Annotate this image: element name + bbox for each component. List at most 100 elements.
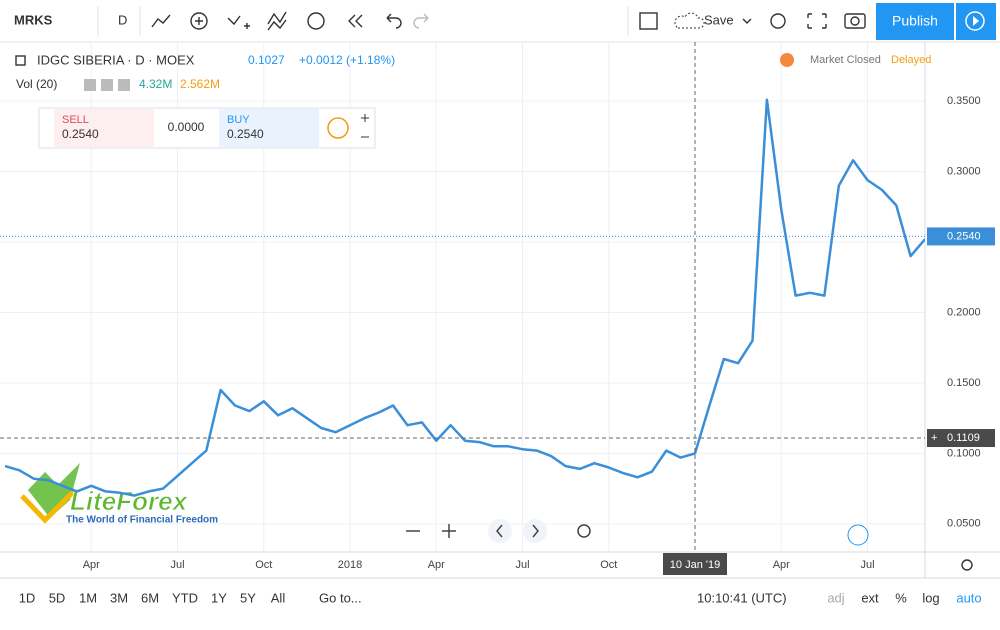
range-button[interactable]: 3M — [110, 590, 128, 605]
undo-icon[interactable] — [386, 13, 402, 29]
brand: LiteForex — [70, 486, 189, 516]
x-tick-label: Jul — [170, 559, 184, 571]
chart-style-icon[interactable] — [151, 14, 171, 28]
watermark: LiteForex The World of Financial Freedom — [20, 463, 218, 526]
publish-button[interactable] — [876, 3, 954, 40]
fullscreen-layout-icon[interactable] — [639, 12, 658, 30]
quantity-buttons[interactable] — [361, 114, 369, 138]
change: +0.0012 (+1.18%) — [299, 53, 395, 67]
x-tick-label: Apr — [428, 559, 445, 571]
arrow — [496, 524, 503, 538]
interval[interactable]: D — [118, 12, 127, 27]
y-tick-label: 0.2000 — [947, 306, 981, 318]
templates-icon[interactable] — [267, 11, 287, 31]
axes: 0.05000.10000.15000.20000.25000.30000.35… — [83, 95, 981, 571]
save-button[interactable]: Save — [704, 12, 734, 27]
sell-button[interactable] — [54, 109, 154, 147]
range-button[interactable]: 1Y — [211, 590, 227, 605]
save-menu[interactable] — [742, 18, 752, 24]
tagline: The World of Financial Freedom — [66, 515, 218, 526]
publish-label: Publish — [892, 13, 938, 29]
grid — [0, 42, 925, 552]
scroll-left[interactable] — [488, 519, 512, 543]
symbol-title[interactable]: IDGC SIBERIA · D · MOEX — [37, 52, 195, 67]
y-tick-label: 0.3500 — [947, 95, 981, 107]
scale-option[interactable]: ext — [861, 590, 879, 605]
range-button[interactable]: 6M — [141, 590, 159, 605]
alert-icon[interactable] — [307, 12, 325, 30]
snapshot-lens — [850, 16, 860, 26]
x-tick-label: Oct — [600, 559, 617, 571]
crosshair-date-label: 10 Jan '19 — [670, 559, 720, 571]
fullscreen-icon[interactable] — [807, 13, 827, 29]
indicators-plus — [195, 17, 203, 25]
volume-title[interactable]: Vol (20) — [16, 77, 57, 91]
range-button[interactable]: 5Y — [240, 590, 256, 605]
volume-average: 2.562M — [180, 77, 220, 91]
crosshair-price-box — [927, 429, 995, 448]
buy-button[interactable] — [219, 109, 319, 147]
range-button[interactable]: YTD — [172, 590, 198, 605]
crosshair-date-box — [663, 553, 727, 575]
sell-price: 0.2540 — [62, 127, 99, 141]
legend-button[interactable] — [101, 79, 113, 91]
scale-option[interactable]: log — [922, 590, 939, 605]
indicators-icon[interactable] — [190, 12, 208, 30]
last-price-box — [927, 227, 995, 246]
scroll-right[interactable] — [523, 519, 547, 543]
legend-button[interactable] — [84, 79, 96, 91]
redo-icon[interactable] — [413, 13, 429, 29]
toolbar — [0, 0, 1000, 42]
x-tick-label: Apr — [83, 559, 100, 571]
buy-label: BUY — [227, 114, 250, 126]
crosshair-plus: + — [931, 432, 937, 444]
settings-icon[interactable] — [770, 13, 786, 29]
info-icon[interactable] — [327, 117, 349, 139]
compare-icon[interactable] — [227, 15, 250, 29]
scale-option[interactable]: % — [895, 590, 907, 605]
clock: 10:10:41 (UTC) — [697, 590, 787, 605]
x-tick-label: Jul — [860, 559, 874, 571]
stream-play — [973, 16, 979, 26]
crosshair-price-label: 0.1109 — [947, 432, 980, 444]
y-tick-label: 0.0500 — [947, 518, 981, 530]
symbol[interactable]: MRKS — [14, 12, 53, 27]
scale-option[interactable]: adj — [827, 590, 844, 605]
buy-price: 0.2540 — [227, 127, 264, 141]
x-tick-label: 2018 — [338, 559, 362, 571]
price: 0.1027 — [248, 53, 285, 67]
bottom-bar: 1D 5D 1M 3M 6M YTD 1Y 5Y All adj ext% log auto — [19, 590, 982, 605]
cloud-icon[interactable] — [674, 12, 705, 29]
logo-mark — [28, 463, 80, 518]
status-icon — [780, 53, 794, 67]
dividends-marker[interactable] — [847, 524, 869, 546]
scale-option[interactable]: auto — [956, 590, 981, 605]
sell-label: SELL — [62, 114, 89, 126]
last-price-label: 0.2540 — [947, 230, 981, 242]
legend-button[interactable] — [118, 79, 130, 91]
volume-value: 4.32M — [139, 77, 172, 91]
delayed: Delayed — [891, 54, 931, 66]
y-tick-label: 0.1500 — [947, 377, 981, 389]
logo-mark — [20, 488, 77, 524]
collapse-icon[interactable] — [15, 55, 26, 66]
range-button[interactable]: 5D — [49, 590, 66, 605]
y-tick-label: 0.3000 — [947, 166, 981, 178]
x-tick-label: Jul — [515, 559, 529, 571]
reset[interactable] — [577, 524, 591, 538]
spread: 0.0000 — [168, 120, 205, 134]
y-tick-label: 0.1000 — [947, 447, 981, 459]
range-button[interactable]: 1D — [19, 590, 36, 605]
range-button[interactable]: 1M — [79, 590, 97, 605]
range-button[interactable]: All — [271, 590, 286, 605]
price-line — [5, 98, 925, 497]
x-tick-label: Apr — [773, 559, 790, 571]
zoom-in[interactable] — [442, 524, 456, 538]
arrow — [532, 524, 539, 538]
replay-icon[interactable] — [348, 14, 363, 28]
goto[interactable]: Go to... — [319, 590, 362, 605]
x-tick-label: Oct — [255, 559, 272, 571]
snapshot-icon[interactable] — [844, 13, 866, 29]
axis-settings[interactable] — [961, 559, 973, 571]
